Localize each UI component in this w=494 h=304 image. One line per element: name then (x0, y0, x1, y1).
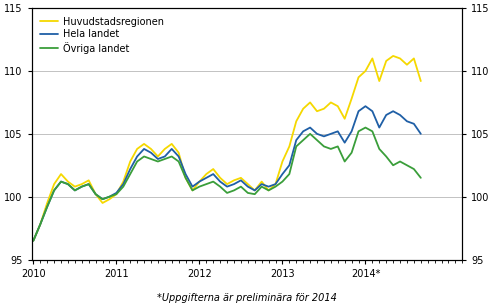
Övriga landet (363, 126, 369, 130)
Hela landet (31, 239, 37, 243)
Hela landet (293, 138, 299, 142)
Huvudstadsregionen (31, 239, 37, 243)
Huvudstadsregionen (390, 54, 396, 58)
Hela landet (134, 155, 140, 158)
Hela landet (363, 104, 369, 108)
Hela landet (44, 205, 50, 209)
Legend: Huvudstadsregionen, Hela landet, Övriga landet: Huvudstadsregionen, Hela landet, Övriga … (37, 13, 167, 57)
Line: Huvudstadsregionen: Huvudstadsregionen (34, 56, 421, 241)
Huvudstadsregionen (293, 119, 299, 123)
Huvudstadsregionen (300, 107, 306, 111)
Huvudstadsregionen (134, 147, 140, 151)
Huvudstadsregionen (51, 182, 57, 186)
Huvudstadsregionen (418, 79, 424, 83)
Hela landet (197, 180, 203, 183)
Hela landet (418, 132, 424, 136)
Övriga landet (293, 145, 299, 148)
Övriga landet (300, 138, 306, 142)
Övriga landet (418, 176, 424, 180)
Huvudstadsregionen (44, 201, 50, 205)
Line: Hela landet: Hela landet (34, 106, 421, 241)
Hela landet (51, 188, 57, 192)
Hela landet (300, 130, 306, 133)
Övriga landet (197, 185, 203, 188)
Text: *Uppgifterna är preliminära för 2014: *Uppgifterna är preliminära för 2014 (157, 293, 337, 303)
Övriga landet (44, 205, 50, 209)
Övriga landet (134, 160, 140, 163)
Line: Övriga landet: Övriga landet (34, 128, 421, 241)
Huvudstadsregionen (197, 180, 203, 183)
Övriga landet (51, 188, 57, 192)
Övriga landet (31, 239, 37, 243)
